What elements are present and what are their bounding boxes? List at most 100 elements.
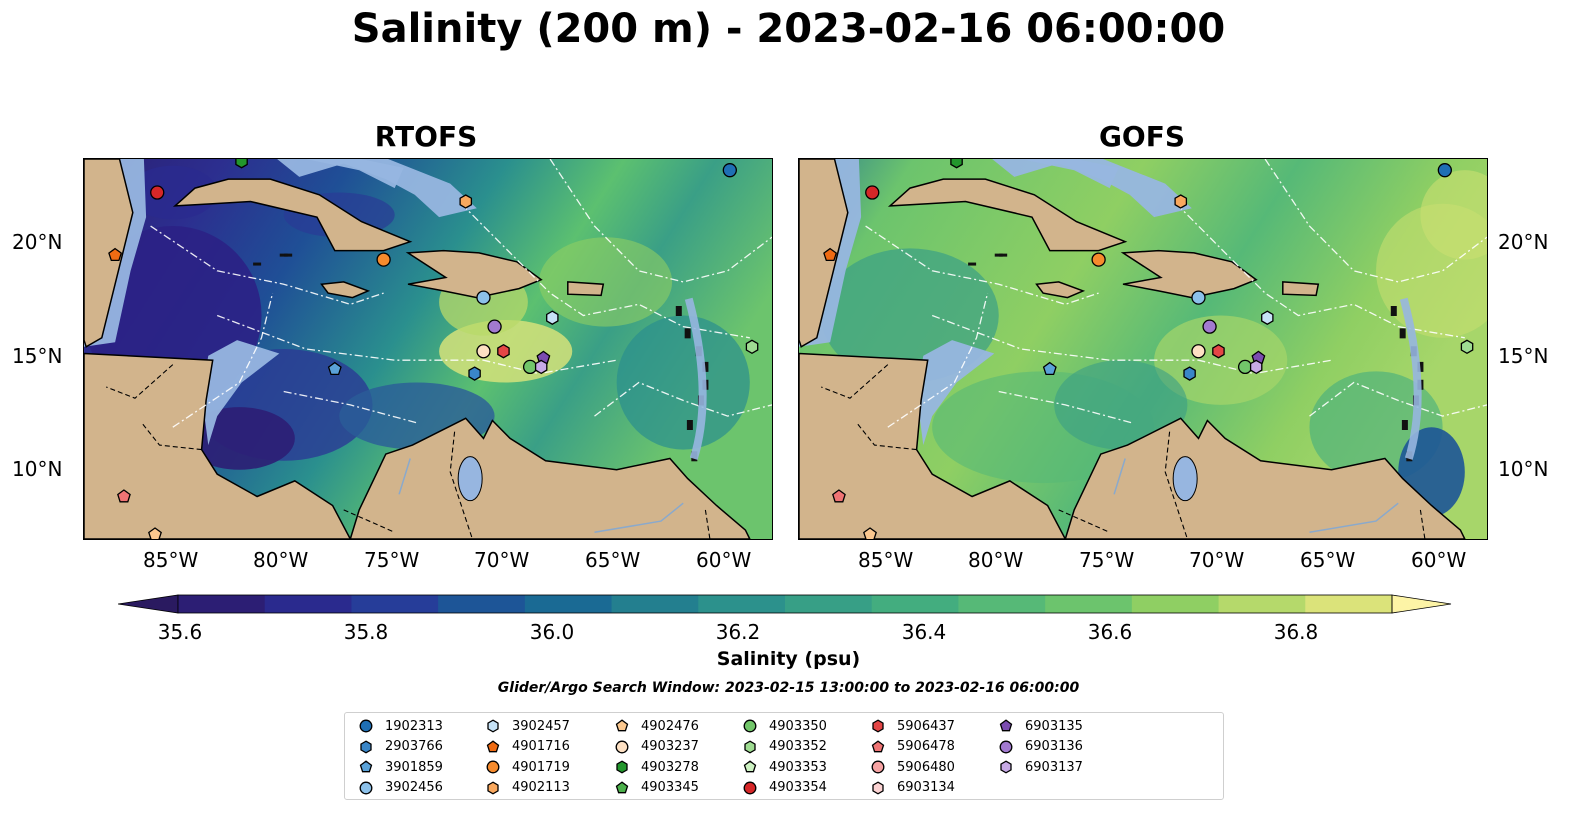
- colorbar-label: Salinity (psu): [716, 648, 861, 670]
- legend-label: 4901716: [512, 739, 570, 754]
- island: [994, 253, 1003, 257]
- float-marker-3901859: [1042, 361, 1057, 376]
- legend-marker-shape: [487, 719, 499, 733]
- legend-marker-shape: [743, 760, 757, 773]
- lon-tick-label: 65°W: [1300, 548, 1356, 572]
- country-border: [106, 364, 174, 399]
- lon-tick-label: 85°W: [858, 548, 914, 572]
- legend-label: 2903766: [385, 739, 443, 754]
- eez-boundary: [594, 381, 772, 417]
- legend-marker: [743, 719, 757, 733]
- float-marker-4901719: [376, 252, 391, 267]
- island: [675, 306, 682, 316]
- colorbar-segment: [178, 595, 266, 613]
- legend-item: 5906478: [871, 737, 955, 757]
- salinity-patch: [1054, 360, 1188, 450]
- landmass: [349, 417, 751, 539]
- legend-label: 4903352: [769, 739, 827, 754]
- lon-tick-label: 80°W: [968, 548, 1024, 572]
- gofs-map: [798, 158, 1488, 540]
- float-marker-4903278: [950, 159, 963, 169]
- eez-boundary: [1309, 381, 1487, 417]
- eez-boundary: [1175, 203, 1465, 339]
- salinity-patch: [616, 315, 750, 450]
- float-marker-1902313: [722, 163, 737, 178]
- country-border: [856, 422, 917, 451]
- country-border: [141, 422, 202, 451]
- river: [594, 502, 684, 534]
- colorbar-frame: [177, 594, 1393, 614]
- colorbar-tick-label: 36.8: [1273, 620, 1319, 644]
- colorbar-segment: [698, 595, 786, 613]
- float-marker-4901716: [108, 247, 123, 262]
- legend-marker-shape: [486, 739, 500, 752]
- country-border: [449, 431, 473, 539]
- colorbar-tick-label: 36.2: [715, 620, 761, 644]
- float-marker-2903766: [468, 366, 481, 381]
- lat-tick-label: 20°N: [1498, 230, 1549, 254]
- eez-boundary: [1264, 159, 1487, 283]
- lat-tick-label: 20°N: [12, 230, 63, 254]
- float-marker-4903350: [1237, 359, 1253, 375]
- lon-tick-label: 70°W: [474, 548, 530, 572]
- float-marker-4903354: [865, 185, 880, 200]
- landmass: [1120, 249, 1258, 299]
- colorbar-segment: [871, 595, 959, 613]
- shelf-region: [916, 340, 995, 446]
- island: [684, 328, 691, 339]
- legend-marker-shape: [743, 781, 757, 794]
- legend-marker: [744, 739, 756, 754]
- rtofs-map: [83, 158, 773, 540]
- float-marker-5906478: [832, 489, 846, 503]
- island: [686, 420, 693, 430]
- shelf-region: [201, 340, 280, 446]
- island: [968, 262, 977, 266]
- legend-marker: [999, 719, 1013, 732]
- legend-marker-shape: [999, 719, 1013, 732]
- landmass: [1035, 281, 1086, 299]
- lake: [1172, 456, 1198, 502]
- legend-item: 4901719: [486, 757, 570, 777]
- legend-marker-shape: [744, 739, 756, 754]
- float-marker-4903237: [476, 344, 491, 359]
- legend-label: 4902476: [641, 718, 699, 734]
- legend-marker-shape: [872, 780, 884, 795]
- eez-boundary: [998, 390, 1133, 424]
- landmass: [567, 281, 605, 297]
- landmass: [405, 249, 543, 299]
- colorbar-graphic: [117, 594, 1452, 614]
- float-marker-3902457: [546, 310, 559, 325]
- float-legend: 1902313 2903766 3901859 3902456 3902457 49017…: [344, 712, 1224, 800]
- float-marker-5906437: [1212, 343, 1225, 359]
- legend-marker: [615, 719, 629, 732]
- legend-label: 4903278: [641, 759, 699, 775]
- island: [284, 253, 293, 257]
- legend-label: 3902457: [512, 718, 570, 734]
- legend-label: 5906478: [897, 739, 955, 754]
- landmass: [84, 352, 352, 539]
- colorbar-segment: [438, 595, 526, 613]
- legend-item: 6903135: [999, 716, 1083, 736]
- legend-marker-shape: [871, 739, 885, 752]
- legend-label: 6903137: [1025, 759, 1083, 775]
- island: [1417, 361, 1424, 372]
- legend-marker-shape: [999, 740, 1013, 753]
- colorbar-segment: [958, 595, 1046, 613]
- legend-label: 4903345: [641, 780, 699, 795]
- float-marker-4903352: [745, 339, 759, 355]
- legend-item: 4902113: [486, 778, 570, 798]
- legend-marker-shape: [615, 780, 629, 793]
- legend-label: 4903237: [641, 739, 699, 754]
- legend-marker-shape: [359, 781, 373, 794]
- float-marker-4903352: [1460, 339, 1474, 355]
- legend-label: 4901719: [512, 759, 570, 775]
- river: [1113, 458, 1126, 495]
- legend-marker: [999, 740, 1013, 753]
- colorbar-tick-label: 35.6: [157, 620, 203, 644]
- shelf-region: [992, 159, 1192, 218]
- island: [253, 262, 262, 266]
- legend-marker: [615, 780, 629, 793]
- legend-marker-shape: [616, 760, 628, 774]
- colorbar-segment: [1305, 595, 1393, 613]
- river: [1309, 502, 1399, 534]
